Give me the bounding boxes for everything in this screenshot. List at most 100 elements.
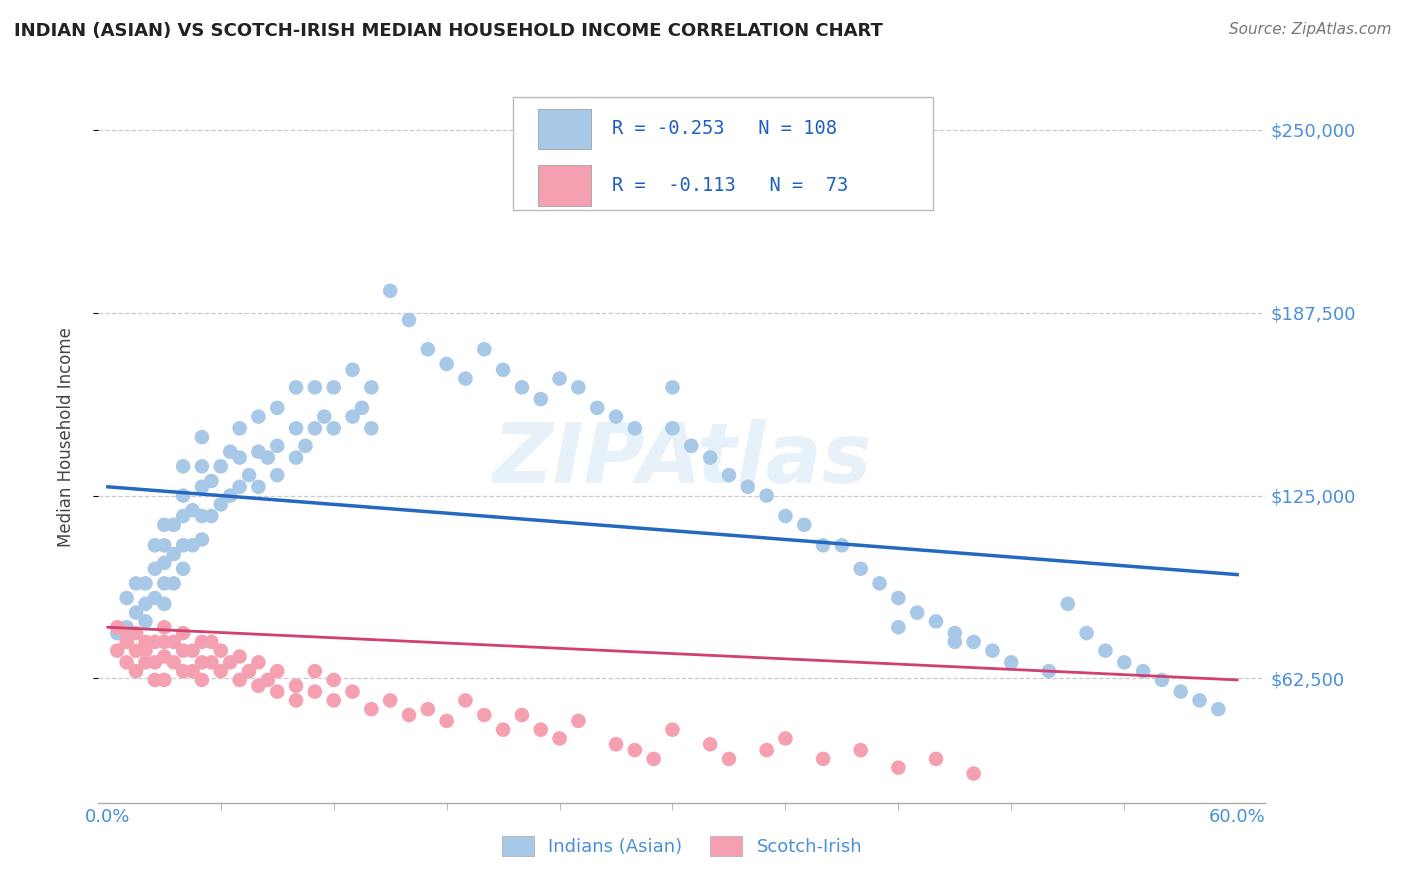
Point [605,737,627,751]
Point [360,421,382,435]
Point [342,409,364,424]
Point [285,380,308,394]
Point [285,450,308,465]
Point [191,673,214,687]
Point [793,517,815,532]
Point [775,731,797,746]
Point [775,509,797,524]
Point [228,673,250,687]
Point [869,576,891,591]
Point [143,538,166,552]
Point [1150,673,1173,687]
Point [887,620,910,634]
Point [228,421,250,435]
Point [925,615,948,629]
Point [191,480,214,494]
Point [256,673,278,687]
Point [191,656,214,670]
Point [380,284,402,298]
Point [285,421,308,435]
Point [350,401,373,415]
Point [191,509,214,524]
Point [172,509,194,524]
Point [717,468,740,483]
Point [153,597,176,611]
Point [172,562,194,576]
Point [681,439,703,453]
Point [153,538,176,552]
Point [153,576,176,591]
Y-axis label: Median Household Income: Median Household Income [56,327,75,547]
Point [492,723,515,737]
Text: R =  -0.113   N =  73: R = -0.113 N = 73 [612,176,848,194]
Point [567,714,589,728]
Point [981,643,1004,657]
Point [925,752,948,766]
Point [661,421,683,435]
Point [191,459,214,474]
Point [943,626,966,640]
Point [172,643,194,657]
Point [285,693,308,707]
Point [200,474,222,488]
Point [219,489,242,503]
Point [398,313,420,327]
Point [548,371,571,385]
Point [143,635,166,649]
Point [181,664,204,678]
Point [849,562,872,576]
Point [163,635,186,649]
Point [172,489,194,503]
Point [285,679,308,693]
Point [849,743,872,757]
Point [322,693,344,707]
Point [191,430,214,444]
Point [209,664,232,678]
Point [200,509,222,524]
Point [256,450,278,465]
Point [191,635,214,649]
Point [115,626,138,640]
Point [266,684,288,698]
Point [699,737,721,751]
Point [105,643,128,657]
Point [209,459,232,474]
Point [963,766,986,780]
Point [134,643,156,657]
Point [181,643,204,657]
Point [125,606,148,620]
Point [624,421,647,435]
Point [153,517,176,532]
Point [125,626,148,640]
Point [125,664,148,678]
Point [1170,684,1192,698]
Point [134,597,156,611]
Point [811,538,834,552]
Point [661,380,683,394]
Point [530,392,553,406]
Point [624,743,647,757]
Point [887,591,910,605]
Point [163,547,186,561]
Point [143,673,166,687]
Point [134,576,156,591]
Point [247,679,270,693]
Point [322,673,344,687]
Point [1038,664,1060,678]
Point [548,731,571,746]
Point [304,664,326,678]
Point [1114,656,1136,670]
Point [360,702,382,716]
Point [1132,664,1154,678]
Point [943,635,966,649]
Point [530,723,553,737]
Point [163,576,186,591]
Point [153,556,176,570]
Point [247,444,270,458]
Point [209,643,232,657]
Text: R = -0.253   N = 108: R = -0.253 N = 108 [612,120,837,138]
Point [153,635,176,649]
Point [134,635,156,649]
Point [436,714,458,728]
Point [219,656,242,670]
